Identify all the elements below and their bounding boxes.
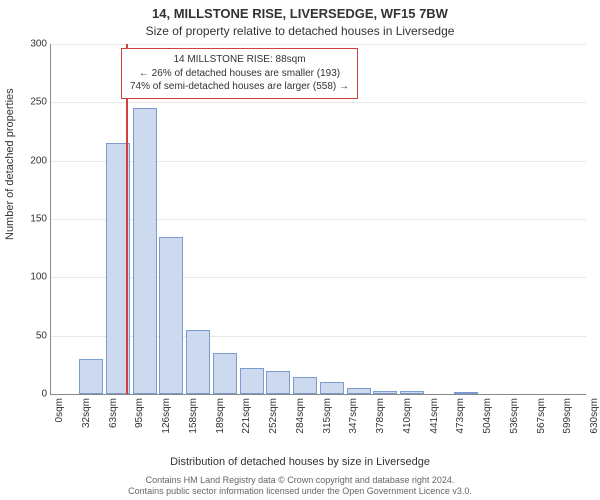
y-tick-label: 150: [30, 214, 47, 225]
x-tick-label: 536sqm: [509, 398, 520, 434]
x-tick-label: 158sqm: [188, 398, 199, 434]
y-tick-label: 100: [30, 272, 47, 283]
histogram-bar: [320, 382, 344, 394]
annotation-box: 14 MILLSTONE RISE: 88sqm ← 26% of detach…: [121, 48, 358, 99]
histogram-bar: [454, 392, 478, 394]
y-tick-label: 50: [36, 330, 47, 341]
x-tick-label: 0sqm: [54, 398, 65, 422]
chart-subtitle: Size of property relative to detached ho…: [0, 24, 600, 38]
histogram-bar: [159, 237, 183, 395]
x-tick-label: 599sqm: [562, 398, 573, 434]
histogram-bar: [347, 388, 371, 394]
x-tick-label: 95sqm: [134, 398, 145, 428]
y-tick-label: 200: [30, 155, 47, 166]
histogram-bar: [266, 371, 290, 394]
x-tick-label: 378sqm: [375, 398, 386, 434]
annotation-line-2: ← 26% of detached houses are smaller (19…: [130, 67, 349, 81]
footer-attribution: Contains HM Land Registry data © Crown c…: [0, 475, 600, 498]
gridline: [51, 102, 586, 103]
x-tick-label: 504sqm: [482, 398, 493, 434]
x-tick-label: 63sqm: [108, 398, 119, 428]
gridline: [51, 219, 586, 220]
x-tick-label: 347sqm: [348, 398, 359, 434]
x-tick-label: 630sqm: [589, 398, 600, 434]
histogram-bar: [186, 330, 210, 394]
footer-line-1: Contains HM Land Registry data © Crown c…: [0, 475, 600, 487]
gridline: [51, 336, 586, 337]
histogram-bar: [293, 377, 317, 395]
plot-area: 0501001502002503000sqm32sqm63sqm95sqm126…: [50, 44, 586, 395]
x-tick-label: 441sqm: [429, 398, 440, 434]
histogram-bar: [133, 108, 157, 394]
annotation-line-1: 14 MILLSTONE RISE: 88sqm: [130, 53, 349, 67]
x-tick-label: 567sqm: [536, 398, 547, 434]
footer-line-2: Contains public sector information licen…: [0, 486, 600, 498]
y-axis-label: Number of detached properties: [4, 88, 16, 240]
gridline: [51, 161, 586, 162]
x-tick-label: 410sqm: [402, 398, 413, 434]
chart-title: 14, MILLSTONE RISE, LIVERSEDGE, WF15 7BW: [0, 6, 600, 21]
x-tick-label: 32sqm: [81, 398, 92, 428]
x-tick-label: 189sqm: [215, 398, 226, 434]
x-tick-label: 252sqm: [268, 398, 279, 434]
y-tick-label: 250: [30, 97, 47, 108]
histogram-bar: [240, 368, 264, 394]
histogram-bar: [213, 353, 237, 394]
x-axis-label: Distribution of detached houses by size …: [0, 456, 600, 468]
annotation-line-3: 74% of semi-detached houses are larger (…: [130, 80, 349, 94]
y-tick-label: 300: [30, 39, 47, 50]
y-tick-label: 0: [41, 389, 47, 400]
x-tick-label: 284sqm: [295, 398, 306, 434]
histogram-bar: [400, 391, 424, 395]
x-tick-label: 473sqm: [455, 398, 466, 434]
histogram-bar: [373, 391, 397, 395]
histogram-bar: [79, 359, 103, 394]
chart-container: 14, MILLSTONE RISE, LIVERSEDGE, WF15 7BW…: [0, 0, 600, 500]
gridline: [51, 277, 586, 278]
x-tick-label: 315sqm: [322, 398, 333, 434]
x-tick-label: 221sqm: [241, 398, 252, 434]
gridline: [51, 44, 586, 45]
x-tick-label: 126sqm: [161, 398, 172, 434]
